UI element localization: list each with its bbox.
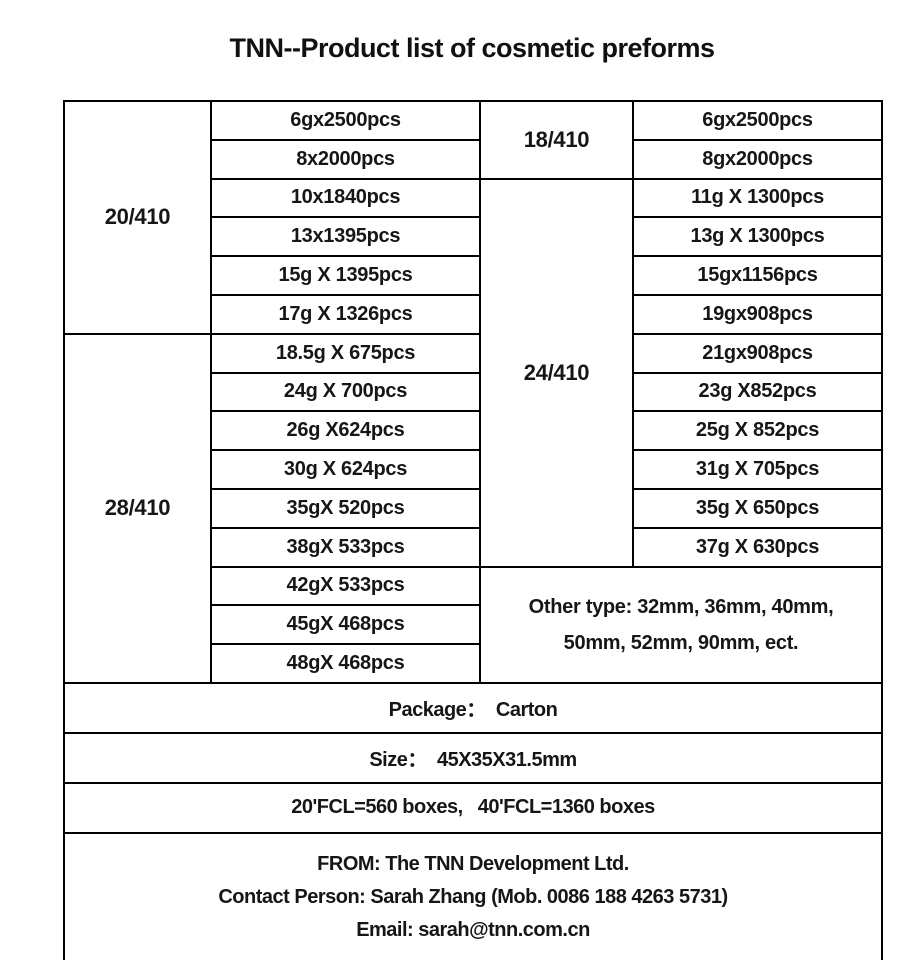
table-row: 30g X 624pcs 31g X 705pcs [64,449,883,490]
pack-spec-cell: 48gX 468pcs [210,643,481,684]
pack-spec-cell: 26g X624pcs [210,410,481,452]
table-row: 26g X624pcs 25g X 852pcs [64,410,883,452]
table-row: 13x1395pcs 13g X 1300pcs [64,216,883,258]
pack-spec-cell: 30g X 624pcs [210,449,481,490]
table-row: 10x1840pcs 24/410 11g X 1300pcs [64,177,883,568]
package-info-cell: Package： Carton [63,681,883,734]
pack-spec-cell: 37g X 630pcs [632,526,883,568]
table-row: 20/410 6gx2500pcs 18/410 6gx2500pcs [63,100,883,335]
pack-spec-cell: 13x1395pcs [210,216,481,258]
pack-spec-cell: 8gx2000pcs [632,138,883,180]
pack-spec-cell: 13g X 1300pcs [632,216,883,258]
pack-spec-cell: 45gX 468pcs [210,604,481,646]
contact-email-line: Email: sarah@tnn.com.cn [356,918,590,941]
pack-spec-cell: 17g X 1326pcs [210,293,481,335]
pack-spec-cell: 8x2000pcs [210,138,481,180]
contact-from-line: FROM: The TNN Development Ltd. [317,852,629,875]
page-title: TNN--Product list of cosmetic preforms [229,33,715,63]
table-row: 42gX 533pcs Other type: 32mm, 36mm, 40mm… [64,565,883,684]
fcl-info-cell: 20'FCL=560 boxes, 40'FCL=1360 boxes [63,781,883,834]
table-row: FROM: The TNN Development Ltd. Contact P… [63,831,883,960]
pack-spec-cell: 42gX 533pcs [210,565,481,607]
pack-spec-cell: 10x1840pcs [210,177,481,219]
table-row: 28/410 18.5g X 675pcs 21gx908pcs [63,332,883,684]
pack-spec-cell: 23g X852pcs [632,371,883,413]
pack-spec-cell: 21gx908pcs [632,332,883,374]
table-row: 45gX 468pcs [64,604,882,646]
pack-spec-cell: 31g X 705pcs [632,449,883,490]
neck-label-18-410: 18/410 [479,100,634,180]
pack-spec-cell: 25g X 852pcs [632,410,883,452]
neck-label-24-410: 24/410 [479,177,634,568]
table-row: 38gX 533pcs 37g X 630pcs [64,526,883,568]
other-types-cell: Other type: 32mm, 36mm, 40mm, 50mm, 52mm… [479,565,883,684]
pack-spec-cell: 19gx908pcs [632,293,883,335]
table-row: 35gX 520pcs 35g X 650pcs [64,487,883,529]
pack-spec-cell: 35gX 520pcs [210,487,481,529]
table-row: 24g X 700pcs 23g X852pcs [64,371,883,413]
pack-spec-cell: 11g X 1300pcs [632,177,883,219]
pack-spec-cell: 6gx2500pcs [632,100,883,141]
table-row: 17g X 1326pcs 19gx908pcs [64,293,883,335]
neck-label-28-410: 28/410 [63,332,212,684]
pack-spec-cell: 24g X 700pcs [210,371,481,413]
neck-label-20-410: 20/410 [63,100,212,335]
table-row: 48gX 468pcs [64,643,882,684]
pack-spec-cell: 35g X 650pcs [632,487,883,529]
product-table: 20/410 6gx2500pcs 18/410 6gx2500pcs 8x20… [63,100,883,960]
table-row: Size： 45X35X31.5mm [63,731,883,784]
contact-person-line: Contact Person: Sarah Zhang (Mob. 0086 1… [218,885,728,908]
table-row: 15g X 1395pcs 15gx1156pcs [64,255,883,296]
table-row: Package： Carton [63,681,883,734]
table-row: 8x2000pcs 8gx2000pcs [64,138,883,180]
pack-spec-cell: 18.5g X 675pcs [210,332,481,374]
contact-block: FROM: The TNN Development Ltd. Contact P… [63,831,883,960]
pack-spec-cell: 15g X 1395pcs [210,255,481,296]
table-row: 20'FCL=560 boxes, 40'FCL=1360 boxes [63,781,883,834]
carton-size-info-cell: Size： 45X35X31.5mm [63,731,883,784]
page-content: TNN--Product list of cosmetic preforms 2… [63,26,883,960]
pack-spec-cell: 38gX 533pcs [210,526,481,568]
pack-spec-cell: 6gx2500pcs [210,100,481,141]
pack-spec-cell: 15gx1156pcs [632,255,883,296]
